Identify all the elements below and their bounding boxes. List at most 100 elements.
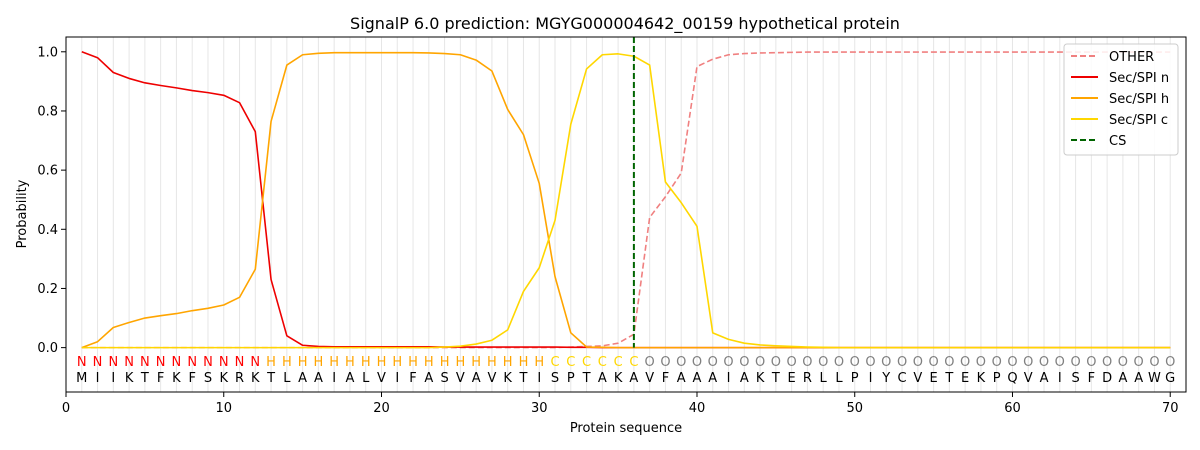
- residue-label-36: A: [629, 371, 638, 386]
- region-label-42: O: [723, 355, 733, 370]
- region-label-60: O: [1007, 355, 1017, 370]
- residue-label-67: A: [1118, 371, 1127, 386]
- residue-label-33: T: [582, 371, 591, 386]
- region-label-5: N: [140, 355, 150, 370]
- series-line-sec-spi-h: [81, 51, 1171, 349]
- residue-label-60: Q: [1007, 371, 1017, 386]
- residue-label-53: C: [898, 371, 907, 386]
- chart-title: SignalP 6.0 prediction: MGYG000004642_00…: [350, 14, 900, 34]
- residue-label-47: R: [803, 371, 812, 386]
- residue-label-58: K: [977, 371, 986, 386]
- x-axis: 0 10 20 30 40 50 60 70: [62, 392, 1178, 416]
- region-label-51: O: [865, 355, 875, 370]
- legend-label-4: CS: [1109, 134, 1126, 149]
- region-label-62: O: [1039, 355, 1049, 370]
- residue-label-39: A: [677, 371, 686, 386]
- region-label-49: O: [834, 355, 844, 370]
- residue-label-4: K: [125, 371, 134, 386]
- residue-label-20: V: [377, 371, 386, 386]
- y-axis-label: Probability: [15, 179, 30, 248]
- region-label-28: H: [503, 355, 513, 370]
- region-label-39: O: [676, 355, 686, 370]
- residue-label-69: W: [1148, 371, 1161, 386]
- residue-label-24: S: [440, 371, 448, 386]
- residue-label-61: V: [1024, 371, 1033, 386]
- x-tick-label-10: 10: [215, 401, 232, 416]
- residue-label-30: I: [537, 371, 541, 386]
- legend-label-3: Sec/SPI c: [1109, 113, 1168, 128]
- region-label-22: H: [408, 355, 418, 370]
- residue-label-68: A: [1134, 371, 1143, 386]
- legend-box: [1063, 43, 1179, 156]
- region-label-45: O: [771, 355, 781, 370]
- legend-label-1: Sec/SPI n: [1109, 71, 1169, 86]
- region-label-46: O: [787, 355, 797, 370]
- region-label-48: O: [818, 355, 828, 370]
- residue-label-54: V: [913, 371, 922, 386]
- region-label-9: N: [203, 355, 213, 370]
- region-label-2: N: [93, 355, 103, 370]
- region-label-47: O: [802, 355, 812, 370]
- region-label-17: H: [329, 355, 339, 370]
- region-label-23: H: [424, 355, 434, 370]
- y-tick-label-1: 0.2: [37, 282, 58, 297]
- residue-label-41: A: [708, 371, 717, 386]
- residue-label-1: M: [76, 371, 87, 386]
- residue-label-6: F: [157, 371, 164, 386]
- region-label-34: C: [598, 355, 607, 370]
- residue-label-8: F: [188, 371, 195, 386]
- region-label-37: O: [645, 355, 655, 370]
- region-label-61: O: [1023, 355, 1033, 370]
- residue-label-57: E: [961, 371, 969, 386]
- region-label-64: O: [1070, 355, 1080, 370]
- residue-label-56: T: [944, 371, 953, 386]
- region-label-38: O: [660, 355, 670, 370]
- residue-label-65: F: [1088, 371, 1095, 386]
- residue-label-37: V: [645, 371, 654, 386]
- region-label-56: O: [944, 355, 954, 370]
- residue-label-48: L: [820, 371, 828, 386]
- region-label-24: H: [440, 355, 450, 370]
- residue-label-64: S: [1071, 371, 1079, 386]
- residue-label-3: I: [111, 371, 115, 386]
- residue-label-59: P: [993, 371, 1001, 386]
- region-label-25: H: [455, 355, 465, 370]
- region-label-57: O: [960, 355, 970, 370]
- x-tick-label-50: 50: [846, 401, 863, 416]
- residue-label-27: V: [487, 371, 496, 386]
- residue-label-44: K: [756, 371, 765, 386]
- region-label-26: H: [471, 355, 481, 370]
- legend: OTHER Sec/SPI n Sec/SPI h Sec/SPI c CS: [1063, 43, 1179, 156]
- series-line-sec-spi-c: [81, 53, 1171, 349]
- x-tick-label-0: 0: [62, 401, 70, 416]
- region-label-58: O: [976, 355, 986, 370]
- region-label-27: H: [487, 355, 497, 370]
- region-label-54: O: [913, 355, 923, 370]
- region-label-44: O: [755, 355, 765, 370]
- residue-label-50: P: [851, 371, 859, 386]
- residue-label-19: L: [362, 371, 370, 386]
- legend-label-2: Sec/SPI h: [1109, 92, 1169, 107]
- region-label-50: O: [850, 355, 860, 370]
- region-label-12: N: [250, 355, 260, 370]
- region-label-43: O: [739, 355, 749, 370]
- region-label-52: O: [881, 355, 891, 370]
- residue-label-25: V: [456, 371, 465, 386]
- residue-label-5: T: [140, 371, 149, 386]
- residue-label-23: A: [424, 371, 433, 386]
- region-label-35: C: [614, 355, 623, 370]
- residue-label-66: D: [1102, 371, 1112, 386]
- residue-label-40: A: [693, 371, 702, 386]
- residue-label-51: I: [869, 371, 873, 386]
- residue-label-55: E: [929, 371, 937, 386]
- residue-label-2: I: [96, 371, 100, 386]
- residue-label-35: K: [614, 371, 623, 386]
- residue-label-62: A: [1040, 371, 1049, 386]
- x-tick-label-20: 20: [373, 401, 390, 416]
- region-label-59: O: [992, 355, 1002, 370]
- residue-label-10: K: [219, 371, 228, 386]
- residue-label-9: S: [204, 371, 212, 386]
- residue-label-63: I: [1058, 371, 1062, 386]
